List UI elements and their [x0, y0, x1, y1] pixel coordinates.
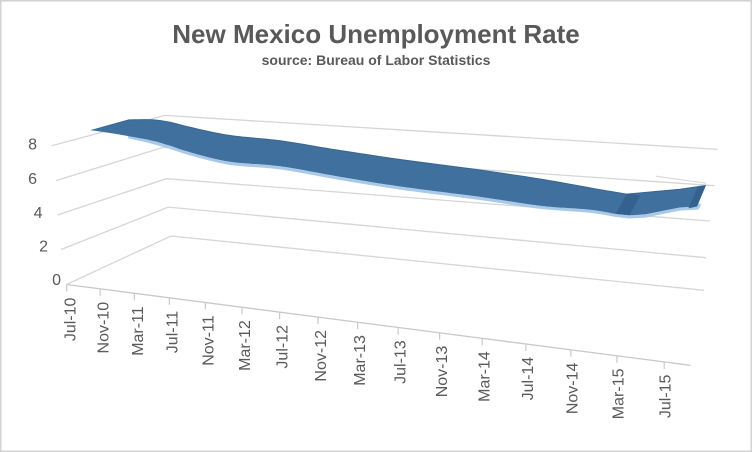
svg-text:Jul-15: Jul-15	[658, 374, 675, 418]
svg-text:Mar-15: Mar-15	[610, 368, 627, 419]
svg-text:Mar-14: Mar-14	[476, 351, 493, 402]
svg-text:Mar-12: Mar-12	[237, 320, 254, 371]
svg-text:Mar-11: Mar-11	[130, 306, 147, 356]
svg-text:0: 0	[52, 272, 61, 289]
svg-text:Jul-10: Jul-10	[62, 297, 79, 341]
svg-text:6: 6	[28, 171, 37, 188]
svg-text:Nov-13: Nov-13	[434, 346, 451, 398]
svg-text:8: 8	[28, 137, 37, 154]
svg-text:Nov-11: Nov-11	[200, 315, 217, 365]
svg-text:Jul-11: Jul-11	[165, 311, 182, 353]
svg-text:Mar-13: Mar-13	[352, 335, 369, 386]
svg-text:Jul-13: Jul-13	[393, 340, 410, 384]
svg-text:Nov-14: Nov-14	[565, 362, 582, 414]
svg-text:Nov-10: Nov-10	[96, 302, 113, 354]
svg-text:Nov-12: Nov-12	[313, 330, 330, 382]
svg-text:4: 4	[34, 205, 43, 222]
svg-text:2: 2	[39, 239, 48, 256]
svg-text:Jul-12: Jul-12	[275, 325, 292, 369]
svg-text:Jul-14: Jul-14	[520, 357, 537, 401]
